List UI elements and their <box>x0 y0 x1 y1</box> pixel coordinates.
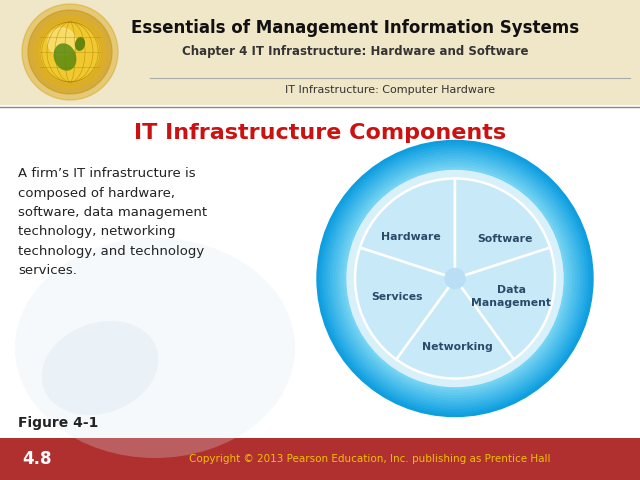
Text: 4.8: 4.8 <box>22 450 51 468</box>
Circle shape <box>22 4 118 100</box>
Wedge shape <box>355 248 455 360</box>
Text: Data
Management: Data Management <box>471 285 551 308</box>
Text: Figure 4-1: Figure 4-1 <box>18 416 99 430</box>
Wedge shape <box>396 278 514 379</box>
Circle shape <box>34 16 106 88</box>
Circle shape <box>339 162 571 395</box>
Circle shape <box>331 154 579 403</box>
Wedge shape <box>455 248 555 360</box>
Circle shape <box>320 143 590 414</box>
Text: Hardware: Hardware <box>381 231 441 241</box>
Circle shape <box>347 170 563 386</box>
Ellipse shape <box>15 238 295 458</box>
Circle shape <box>40 22 100 82</box>
Wedge shape <box>360 179 455 278</box>
Ellipse shape <box>54 43 76 71</box>
Ellipse shape <box>42 321 159 415</box>
Circle shape <box>333 157 577 400</box>
Text: Services: Services <box>371 291 423 301</box>
Bar <box>0 0 640 105</box>
Text: Software: Software <box>477 233 532 243</box>
Circle shape <box>28 10 112 94</box>
Circle shape <box>323 146 588 411</box>
Circle shape <box>48 28 76 56</box>
Circle shape <box>445 268 465 288</box>
Text: IT Infrastructure: Computer Hardware: IT Infrastructure: Computer Hardware <box>285 85 495 95</box>
Circle shape <box>325 149 585 408</box>
Circle shape <box>317 141 593 417</box>
Ellipse shape <box>75 37 85 51</box>
Circle shape <box>328 151 582 406</box>
Text: Copyright © 2013 Pearson Education, Inc. publishing as Prentice Hall: Copyright © 2013 Pearson Education, Inc.… <box>189 454 551 464</box>
Circle shape <box>342 165 568 392</box>
Text: A firm’s IT infrastructure is
composed of hardware,
software, data management
te: A firm’s IT infrastructure is composed o… <box>18 167 207 277</box>
Circle shape <box>347 170 563 386</box>
Text: Networking: Networking <box>422 341 492 351</box>
Text: IT Infrastructure Components: IT Infrastructure Components <box>134 123 506 143</box>
Bar <box>0 438 640 480</box>
Circle shape <box>344 168 566 389</box>
Circle shape <box>336 159 574 397</box>
Text: Essentials of Management Information Systems: Essentials of Management Information Sys… <box>131 19 579 37</box>
Text: Chapter 4 IT Infrastructure: Hardware and Software: Chapter 4 IT Infrastructure: Hardware an… <box>182 46 528 59</box>
Wedge shape <box>455 179 550 278</box>
